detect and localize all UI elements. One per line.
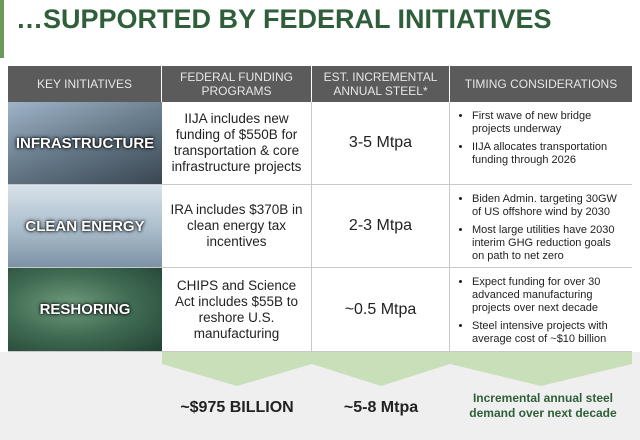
chevron <box>450 352 632 386</box>
steel-cell: 3-5 Mtpa <box>312 102 450 185</box>
initiative-label: INFRASTRUCTURE <box>15 134 155 152</box>
steel-cell: ~0.5 Mtpa <box>312 268 450 352</box>
accent-bar <box>0 0 4 58</box>
timing-cell: Biden Admin. targeting 30GW of US offsho… <box>450 185 632 268</box>
timing-item: IIJA allocates transportation funding th… <box>472 141 626 167</box>
timing-list: Expect funding for over 30 advanced manu… <box>458 276 626 346</box>
initiative-label: CLEAN ENERGY <box>25 217 145 235</box>
column-header: EST. INCREMENTAL ANNUAL STEEL* <box>312 66 450 102</box>
initiative-image: INFRASTRUCTURE <box>8 102 162 185</box>
slide-title: …SUPPORTED BY FEDERAL INITIATIVES <box>16 4 552 34</box>
chevron <box>162 352 312 386</box>
funding-total: ~$975 BILLION <box>180 399 294 416</box>
timing-item: First wave of new bridge projects underw… <box>472 110 626 136</box>
column-header: TIMING CONSIDERATIONS <box>450 66 632 102</box>
initiative-label: RESHORING <box>39 301 131 318</box>
timing-item: Most large utilities have 2030 interim G… <box>472 224 626 263</box>
steel-cell: 2-3 Mtpa <box>312 185 450 268</box>
column-header: KEY INITIATIVES <box>8 66 162 102</box>
steel-total: ~5-8 Mtpa <box>343 399 419 416</box>
timing-list: First wave of new bridge projects underw… <box>458 110 626 167</box>
initiative-image: RESHORING <box>8 268 162 352</box>
funding-cell: IIJA includes new funding of $550B for t… <box>162 102 312 185</box>
footer-band <box>0 352 640 440</box>
timing-cell: First wave of new bridge projects underw… <box>450 102 632 185</box>
column-header: FEDERAL FUNDING PROGRAMS <box>162 66 312 102</box>
funding-cell: CHIPS and Science Act includes $55B to r… <box>162 268 312 352</box>
chevron <box>312 352 450 386</box>
footer-note: Incremental annual steel demand over nex… <box>469 391 617 420</box>
timing-cell: Expect funding for over 30 advanced manu… <box>450 268 632 352</box>
timing-item: Steel intensive projects with average co… <box>472 320 626 346</box>
timing-item: Expect funding for over 30 advanced manu… <box>472 276 626 315</box>
initiative-image: CLEAN ENERGY <box>8 185 162 268</box>
funding-cell: IRA includes $370B in clean energy tax i… <box>162 185 312 268</box>
timing-item: Biden Admin. targeting 30GW of US offsho… <box>472 193 626 219</box>
timing-list: Biden Admin. targeting 30GW of US offsho… <box>458 193 626 263</box>
